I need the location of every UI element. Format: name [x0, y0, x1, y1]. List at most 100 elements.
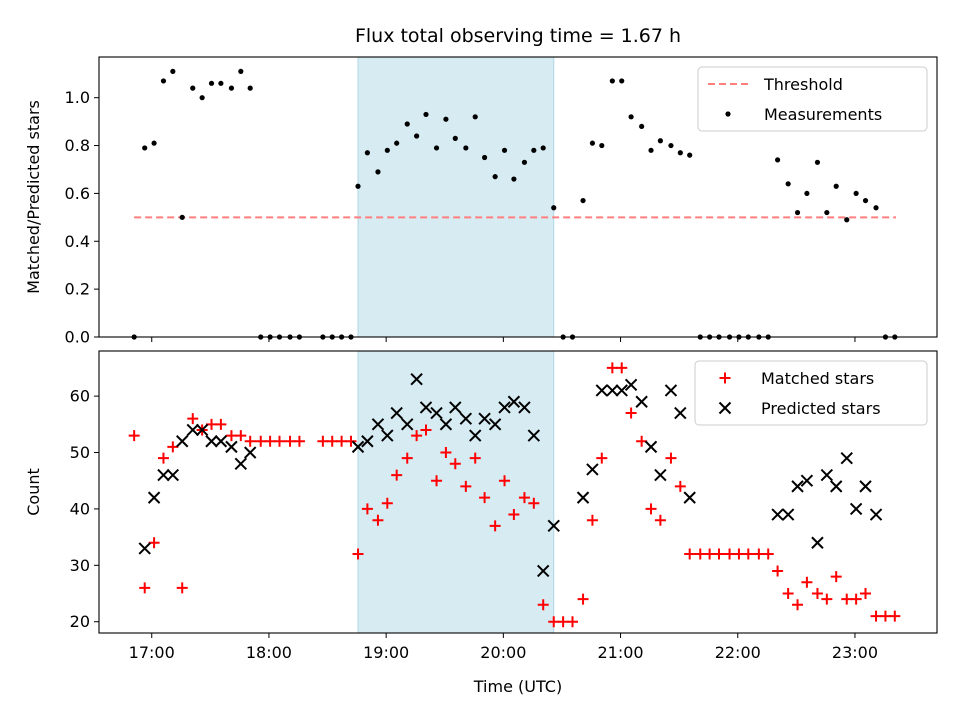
data-point	[439, 418, 453, 431]
data-point	[507, 395, 521, 408]
data-point	[869, 508, 883, 521]
data-point	[566, 616, 578, 628]
data-point	[206, 418, 218, 430]
data-point	[488, 418, 502, 431]
y-tick-label: 30	[70, 556, 90, 575]
data-point	[733, 548, 745, 560]
data-point	[792, 599, 804, 611]
data-point	[449, 458, 461, 470]
data-point	[762, 548, 774, 560]
data-point	[800, 474, 814, 487]
legend-plus-swatch	[719, 372, 731, 384]
data-point	[811, 588, 823, 600]
data-point	[704, 548, 716, 560]
data-point	[452, 135, 458, 141]
x-tick-label: 19:00	[363, 643, 409, 662]
data-point	[724, 548, 736, 560]
data-point	[557, 616, 569, 628]
data-point	[410, 372, 423, 386]
legend-x-swatch	[718, 401, 732, 415]
data-point	[772, 565, 784, 577]
data-point	[208, 80, 215, 86]
x-tick-label: 17:00	[129, 643, 175, 662]
data-point	[824, 209, 830, 216]
data-point	[576, 491, 590, 504]
data-point	[548, 616, 560, 628]
data-point	[372, 514, 384, 526]
data-point	[247, 85, 253, 91]
data-point	[463, 145, 469, 151]
data-point	[199, 95, 205, 101]
data-point	[460, 480, 472, 492]
data-point	[753, 548, 765, 560]
data-point	[635, 395, 648, 408]
data-point	[713, 548, 725, 560]
data-point	[771, 508, 784, 521]
data-point	[636, 435, 648, 447]
data-point	[284, 435, 296, 447]
data-point	[844, 217, 850, 223]
data-point	[804, 190, 810, 197]
data-point	[595, 384, 609, 397]
data-point	[580, 197, 586, 204]
data-point	[352, 548, 364, 560]
data-point	[218, 80, 224, 86]
data-point	[498, 401, 511, 414]
data-point	[317, 435, 329, 447]
data-point	[160, 78, 167, 84]
data-point	[195, 423, 209, 437]
data-point	[355, 183, 361, 189]
data-point	[492, 174, 498, 180]
data-point	[449, 401, 462, 414]
data-point	[404, 121, 410, 127]
data-point	[139, 582, 151, 594]
data-point	[234, 457, 248, 471]
axes-frame	[98, 56, 938, 338]
data-point	[238, 68, 244, 74]
data-point	[225, 440, 238, 454]
data-point	[420, 424, 432, 436]
data-point	[345, 435, 357, 447]
data-point	[527, 429, 541, 442]
data-point	[537, 599, 549, 611]
data-point	[414, 133, 420, 139]
x-tick-label: 18:00	[246, 643, 292, 662]
legend-label: Threshold	[763, 75, 843, 94]
data-point	[472, 114, 478, 120]
y-tick-label: 0.6	[65, 184, 90, 203]
data-point	[639, 123, 645, 130]
data-point	[225, 430, 237, 442]
legend-label: Predicted stars	[761, 399, 881, 418]
data-point	[833, 183, 839, 189]
data-point	[157, 468, 170, 482]
data-point	[381, 497, 393, 509]
data-point	[179, 214, 185, 220]
data-point	[677, 150, 683, 156]
data-point	[889, 610, 901, 622]
y-tick-label: 0.2	[65, 280, 90, 299]
x-axis-label: Time (UTC)	[473, 677, 562, 696]
data-point	[801, 576, 813, 588]
data-point	[391, 469, 403, 481]
x-tick-label: 23:00	[832, 643, 878, 662]
data-point	[628, 114, 634, 120]
data-point	[785, 181, 791, 187]
data-point	[243, 446, 257, 459]
data-point	[433, 145, 440, 151]
data-point	[521, 159, 528, 165]
data-point	[170, 68, 176, 74]
data-point	[431, 475, 443, 487]
data-point	[469, 429, 482, 442]
data-point	[481, 154, 488, 161]
panel-1: 0.0 0.2 0.4 0.6 0.8 1.0 Matched/Predicted star…	[24, 25, 938, 347]
data-point	[394, 140, 400, 146]
legend: Matched stars Predicted stars	[694, 360, 928, 426]
data-point	[648, 147, 654, 153]
data-point	[293, 435, 305, 447]
data-point	[508, 509, 520, 521]
data-point	[499, 475, 511, 487]
data-point	[841, 593, 853, 605]
y-tick-label: 60	[70, 387, 90, 406]
x-tick-label: 22:00	[715, 643, 761, 662]
y-tick-label: 1.0	[65, 88, 90, 107]
